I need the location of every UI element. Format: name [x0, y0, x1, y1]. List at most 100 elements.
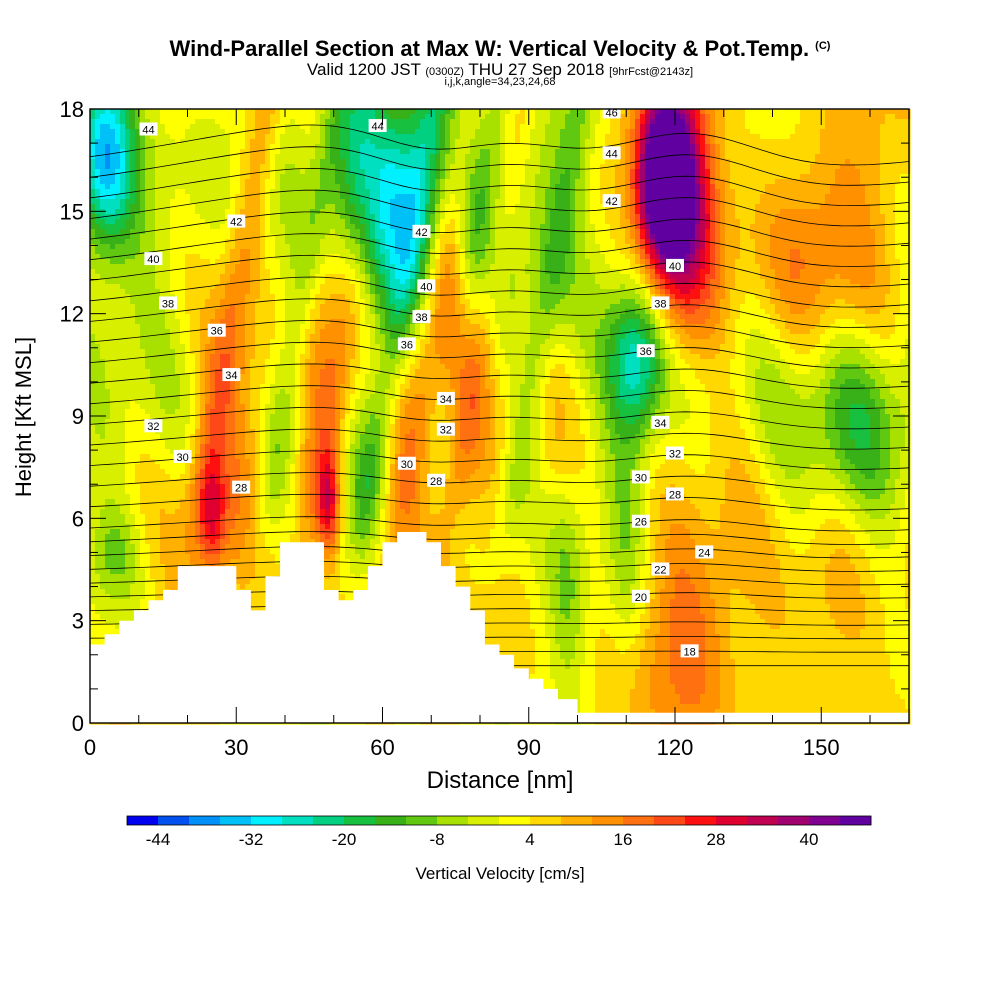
theta-label-text: 30 — [401, 459, 413, 471]
theta-contour — [90, 493, 909, 511]
colorbar-swatch — [499, 816, 531, 825]
theta-label-text: 32 — [440, 425, 452, 437]
theta-label-text: 36 — [401, 339, 413, 351]
theta-label-text: 40 — [420, 281, 432, 293]
y-tick-label: 9 — [72, 404, 84, 429]
theta-contour-label: 22 — [651, 562, 670, 577]
theta-label-text: 36 — [211, 326, 223, 338]
theta-label-box — [222, 368, 241, 382]
colorbar-swatch — [716, 816, 748, 825]
colorbar-swatch — [778, 816, 810, 825]
grid-indices: i,j,k,angle=34,23,24,68 — [0, 76, 1000, 88]
theta-label-box — [412, 310, 431, 324]
theta-label-text: 44 — [142, 124, 154, 136]
theta-contour — [90, 516, 909, 532]
theta-label-box — [144, 252, 163, 266]
theta-label-text: 40 — [147, 254, 159, 266]
colorbar-swatch — [685, 816, 717, 825]
theta-label-box — [227, 214, 246, 228]
theta-label-box — [651, 562, 670, 576]
colorbar-swatch — [530, 816, 562, 825]
theta-contour-label: 44 — [368, 119, 387, 133]
theta-label-box — [412, 224, 431, 238]
theta-contour — [90, 124, 909, 166]
theta-contour — [90, 561, 909, 572]
theta-contour-label: 24 — [695, 545, 714, 559]
theta-label-text: 40 — [669, 261, 681, 273]
theta-contour — [90, 189, 909, 227]
theta-label-box — [680, 644, 699, 658]
theta-label-text: 42 — [606, 196, 618, 208]
theta-contour-label: 40 — [417, 279, 436, 293]
theta-label-text: 34 — [225, 370, 237, 382]
x-tick-label: 30 — [224, 735, 248, 760]
theta-label-text: 44 — [606, 148, 618, 160]
theta-contour-label: 46 — [602, 105, 621, 119]
theta-contour — [90, 450, 909, 470]
y-tick-label: 12 — [60, 302, 84, 327]
theta-contour-labels: 44 44 46 44 42 42 42 40 40 40 38 38 38 36 36 36 34 34 34 32… — [139, 105, 714, 658]
colorbar-swatch — [220, 816, 252, 825]
theta-contour-label: 42 — [227, 214, 246, 229]
theta-contour-label: 40 — [144, 252, 163, 266]
theta-label-text: 26 — [635, 517, 647, 529]
x-tick-label: 90 — [517, 735, 541, 760]
theta-contour-label: 32 — [666, 446, 684, 461]
theta-label-box — [173, 449, 192, 463]
theta-label-text: 38 — [415, 312, 427, 324]
theta-label-box — [417, 279, 436, 293]
colorbar-tick-label: -32 — [239, 830, 264, 849]
colorbar-swatch — [344, 816, 376, 825]
theta-label-text: 38 — [162, 298, 174, 310]
theta-label-box — [631, 514, 650, 528]
theta-label-text: 32 — [147, 421, 159, 433]
theta-label-box — [397, 337, 416, 351]
theta-contour-label: 26 — [631, 514, 650, 529]
colorbar-swatch — [809, 816, 841, 825]
theta-contour — [90, 233, 909, 267]
theta-label-text: 46 — [606, 107, 618, 119]
x-tick-label: 120 — [657, 735, 694, 760]
theta-label-text: 24 — [698, 547, 710, 559]
theta-contour — [90, 341, 909, 369]
theta-contour-label: 38 — [159, 296, 177, 310]
theta-label-box — [651, 415, 670, 429]
colorbar-swatch — [623, 816, 655, 825]
theta-contour-label: 36 — [636, 344, 655, 358]
theta-label-text: 22 — [654, 565, 666, 577]
x-tick-label: 0 — [84, 735, 96, 760]
theta-label-box — [666, 258, 684, 272]
colorbar-tick-label: 40 — [800, 830, 819, 849]
x-tick-label: 60 — [370, 735, 394, 760]
colorbar-swatch — [313, 816, 345, 825]
theta-label-text: 28 — [430, 476, 442, 488]
theta-label-box — [207, 323, 226, 337]
theta-contour-label: 44 — [602, 146, 621, 160]
y-tick-label: 3 — [72, 609, 84, 634]
theta-label-box — [427, 473, 446, 487]
theta-contour-label: 28 — [427, 473, 446, 488]
y-tick-label: 18 — [60, 97, 84, 122]
theta-contour-label: 18 — [680, 644, 699, 658]
theta-contour — [90, 385, 909, 410]
theta-label-text: 44 — [372, 121, 384, 133]
theta-contour-label: 32 — [436, 422, 455, 437]
theta-label-box — [436, 391, 455, 405]
theta-label-box — [144, 419, 163, 433]
y-tick-label: 0 — [72, 711, 84, 736]
theta-contour-label: 38 — [412, 310, 431, 324]
theta-label-text: 32 — [669, 449, 681, 461]
theta-label-box — [695, 545, 714, 559]
theta-label-box — [397, 456, 416, 470]
theta-contour-label: 30 — [173, 449, 192, 464]
theta-label-box — [232, 480, 251, 494]
theta-label-box — [631, 589, 650, 603]
theta-label-box — [636, 344, 655, 358]
theta-contour-label: 40 — [666, 258, 684, 273]
theta-label-box — [651, 296, 670, 310]
theta-contour — [90, 211, 909, 247]
colorbar-tick-label: 16 — [614, 830, 633, 849]
colorbar-swatch — [592, 816, 624, 825]
